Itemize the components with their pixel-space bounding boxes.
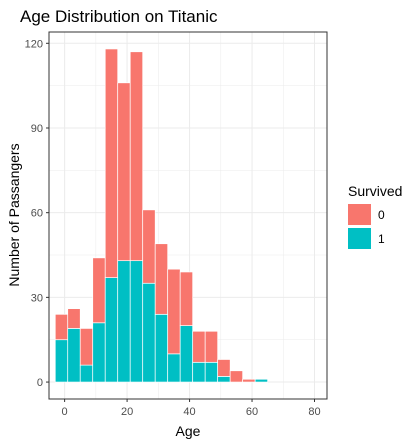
x-tick-label: 40 [183,406,195,418]
bar-survived-0 [192,330,206,363]
bar-survived-1 [192,361,206,383]
bar-survived-0 [167,268,181,355]
bar-survived-0 [179,271,194,326]
bar-survived-1 [104,277,119,383]
chart-title: Age Distribution on Titanic [20,7,218,26]
y-tick-label: 90 [31,123,43,135]
bar-survived-1 [67,328,81,383]
legend-swatch-1 [348,228,371,249]
y-tick-label: 0 [37,377,43,389]
x-tick-label: 0 [62,406,68,418]
y-tick-label: 120 [25,38,43,50]
bar-survived-1 [117,260,131,383]
legend-label-1: 1 [378,232,385,246]
bar-survived-1 [54,339,69,383]
bar-survived-0 [242,378,256,383]
bar-survived-0 [92,257,106,324]
bar-survived-1 [254,378,269,383]
bar-survived-0 [54,313,69,341]
bars [54,48,269,383]
bar-survived-1 [217,376,231,383]
y-tick-label: 30 [31,292,43,304]
bar-survived-1 [167,353,181,383]
bar-survived-0 [129,51,144,262]
y-axis: 0 30 60 90 120 [25,38,49,389]
bar-survived-0 [67,308,81,329]
bar-survived-0 [104,48,119,278]
bar-survived-0 [229,370,244,383]
legend-title: Survived [348,183,402,199]
bar-survived-1 [92,322,106,383]
y-tick-label: 60 [31,208,43,220]
x-tick-label: 20 [121,406,133,418]
plot-border [48,31,328,400]
x-axis-label: Age [176,423,201,439]
x-tick-label: 80 [308,406,320,418]
bar-survived-0 [217,359,231,377]
x-tick-label: 60 [246,406,258,418]
bar-survived-1 [129,260,144,383]
bar-survived-1 [142,282,156,383]
bar-survived-0 [142,209,156,284]
bar-survived-0 [204,330,219,363]
legend: Survived 0 1 [348,183,402,249]
bar-survived-0 [117,82,131,262]
legend-swatch-0 [348,204,371,225]
x-axis: 0 20 40 60 80 [62,399,321,418]
bar-survived-0 [154,243,169,315]
bar-survived-1 [204,361,219,383]
bar-survived-1 [79,364,94,383]
bar-survived-1 [179,325,194,383]
bar-survived-1 [154,313,169,383]
legend-label-0: 0 [378,208,385,222]
bar-survived-0 [79,328,94,366]
y-axis-label: Number of Passangers [6,143,22,286]
